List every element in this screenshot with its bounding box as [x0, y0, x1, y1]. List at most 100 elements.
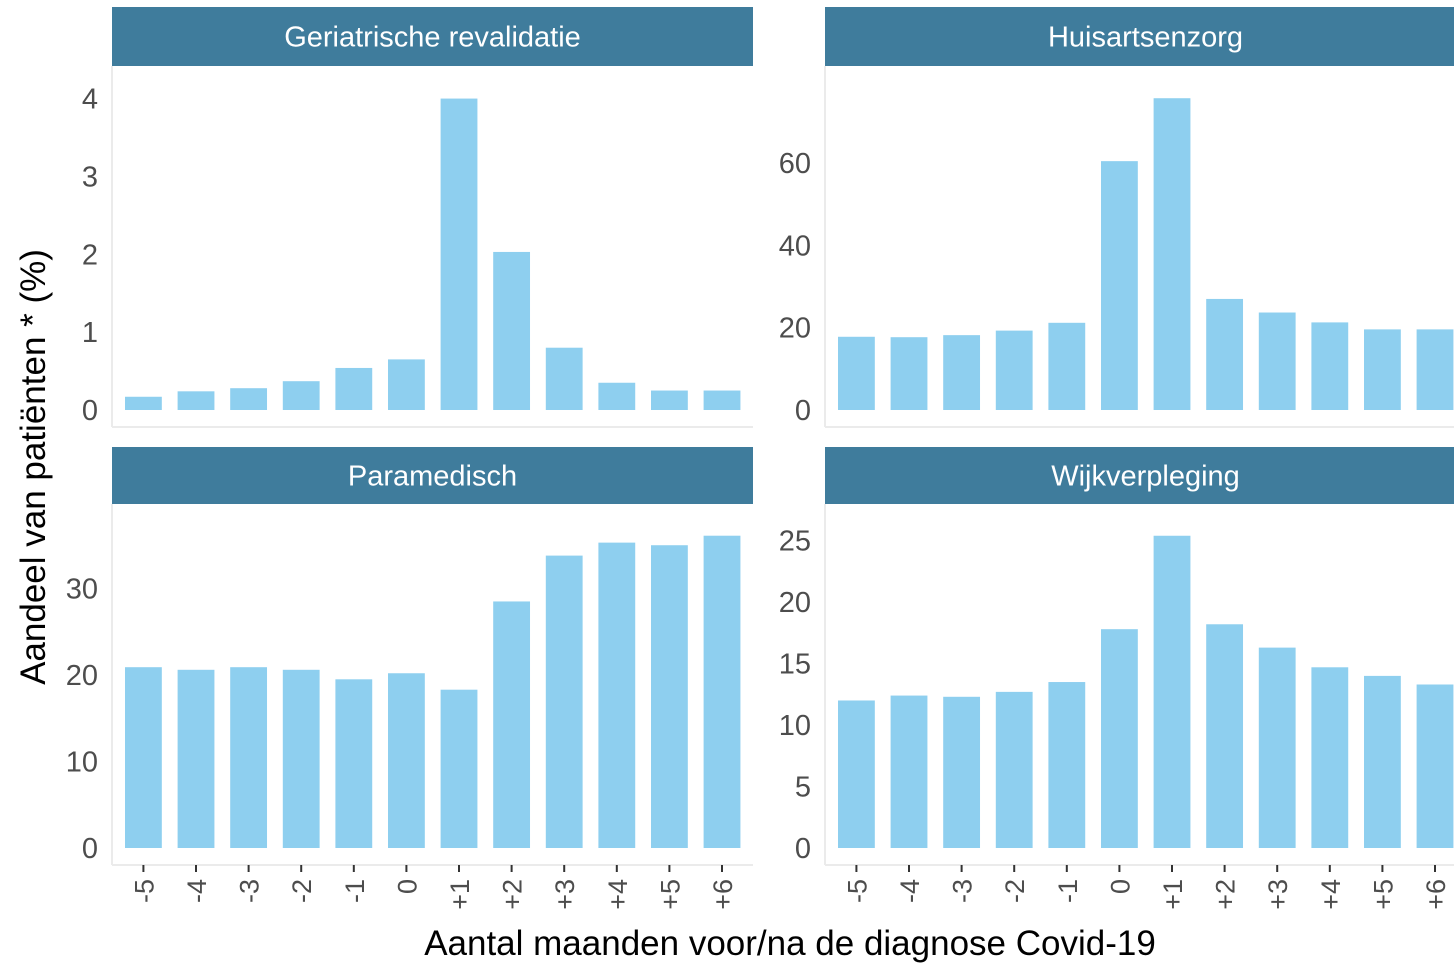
bar: [1364, 675, 1401, 848]
x-tick-label: -1: [1053, 879, 1083, 903]
bar: [545, 347, 583, 410]
bar: [890, 337, 928, 410]
x-tick-label: +6: [1421, 879, 1451, 910]
bar: [995, 691, 1033, 848]
bar: [125, 667, 162, 848]
y-tick-label: 40: [779, 230, 811, 262]
bar: [651, 545, 688, 848]
y-tick-label: 20: [779, 587, 811, 619]
bar: [230, 667, 268, 848]
y-tick-label: 0: [82, 833, 98, 865]
bar: [493, 251, 531, 410]
bar: [1416, 329, 1454, 410]
y-tick-label: 15: [779, 649, 811, 681]
y-tick-label: 20: [66, 660, 98, 692]
x-tick-label: +1: [1158, 879, 1188, 910]
y-axis-title: Aandeel van patiënten * (%): [14, 249, 53, 685]
bar: [890, 695, 928, 848]
facet-title: Huisartsenzorg: [1048, 22, 1243, 54]
facet-panel: Huisartsenzorg 0 20 40 60: [779, 7, 1454, 428]
bar: [125, 396, 162, 410]
x-tick-label: -4: [182, 879, 212, 903]
bar: [598, 382, 636, 410]
bar: [1048, 322, 1086, 410]
x-tick-label: -3: [235, 879, 265, 903]
facet-strip: [112, 7, 753, 66]
x-tick-label: +2: [1211, 879, 1241, 910]
bar: [703, 535, 741, 848]
bar: [1153, 535, 1191, 848]
x-tick-label: -4: [895, 879, 925, 903]
y-tick-label: 4: [82, 84, 98, 116]
x-tick-label: -2: [287, 879, 317, 903]
bar: [388, 673, 425, 848]
x-axis-title: Aantal maanden voor/na de diagnose Covid…: [424, 924, 1156, 963]
y-tick-label: 60: [779, 148, 811, 180]
bar: [282, 669, 320, 848]
y-tick-label: 30: [66, 573, 98, 605]
x-tick-label: -2: [1000, 879, 1030, 903]
x-tick-label: -1: [340, 879, 370, 903]
x-tick-label: +4: [603, 879, 633, 910]
bar: [1364, 329, 1401, 410]
y-tick-label: 0: [82, 395, 98, 427]
bar: [440, 98, 478, 411]
facet-title: Geriatrische revalidatie: [284, 22, 581, 54]
y-tick-label: 10: [66, 746, 98, 778]
bar: [388, 359, 425, 410]
bar: [282, 381, 320, 410]
x-tick-label: +4: [1316, 879, 1346, 910]
x-tick-label: -5: [129, 879, 159, 903]
x-tick-label: +5: [1368, 879, 1398, 910]
bar: [1311, 667, 1349, 848]
facet-strip: [112, 447, 753, 504]
bar: [335, 367, 373, 410]
bar: [335, 679, 373, 848]
bar: [1101, 629, 1138, 848]
bar: [1416, 684, 1454, 848]
facet-title: Paramedisch: [348, 461, 517, 493]
y-tick-label: 5: [795, 772, 811, 804]
x-tick-label: +5: [655, 879, 685, 910]
x-tick-label: +3: [1263, 879, 1293, 910]
x-tick-label: +2: [498, 879, 528, 910]
x-tick-label: 0: [392, 879, 422, 894]
bar: [177, 391, 215, 410]
bar: [1311, 322, 1349, 410]
bar: [545, 555, 583, 848]
y-tick-label: 0: [795, 395, 811, 427]
facet-panel: Geriatrische revalidatie 0 1 2 3 4: [82, 7, 753, 428]
y-tick-label: 0: [795, 833, 811, 865]
x-tick-label: -3: [948, 879, 978, 903]
bar: [1048, 682, 1086, 848]
bar: [598, 542, 636, 848]
x-tick-label: +6: [708, 879, 738, 910]
x-tick-label: +1: [445, 879, 475, 910]
y-tick-label: 20: [779, 313, 811, 345]
bar: [440, 689, 478, 848]
bar: [1101, 161, 1138, 410]
y-tick-label: 1: [82, 317, 98, 349]
bar: [1206, 624, 1244, 848]
x-tick-label: +3: [550, 879, 580, 910]
y-tick-label: 2: [82, 239, 98, 271]
bar: [177, 669, 215, 848]
x-tick-label: 0: [1105, 879, 1135, 894]
x-tick-label: -5: [842, 879, 872, 903]
bar: [838, 336, 875, 410]
bar: [230, 388, 268, 410]
facet-strip: [825, 7, 1454, 66]
y-tick-label: 3: [82, 161, 98, 193]
bar: [1258, 647, 1296, 848]
bar: [995, 330, 1033, 410]
bar: [943, 335, 981, 410]
bar: [1206, 298, 1244, 410]
bar: [651, 390, 688, 410]
facet-strip: [825, 447, 1454, 504]
y-tick-label: 10: [779, 710, 811, 742]
bar: [703, 390, 741, 410]
bar: [493, 601, 531, 848]
bar: [838, 700, 875, 848]
facet-panel: Paramedisch 0 10 20 30 -5 -4 -3 -2 -1 0 +1 +2 +3 +4 +5 +…: [66, 447, 753, 910]
